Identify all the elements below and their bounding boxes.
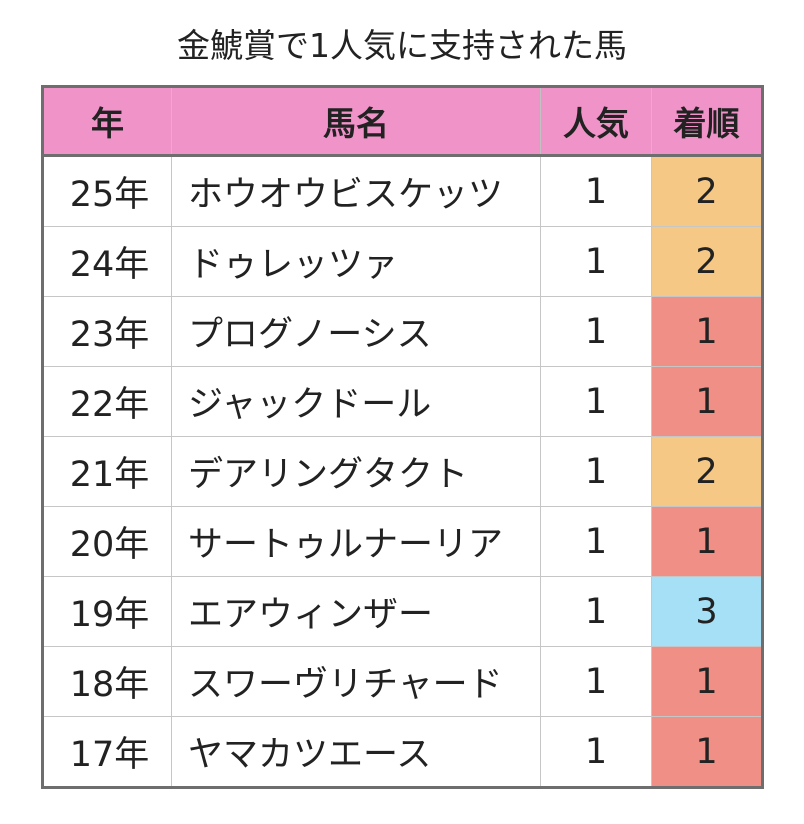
table-row: 24年 ドゥレッツァ 1 2 bbox=[42, 226, 763, 297]
table-row: 17年 ヤマカツエース 1 1 bbox=[42, 716, 763, 788]
finish-cell: 2 bbox=[651, 155, 763, 227]
finish-cell: 1 bbox=[651, 716, 763, 788]
popularity-cell: 1 bbox=[540, 506, 652, 577]
year-cell: 21年 bbox=[42, 436, 172, 507]
header-popularity: 人気 bbox=[540, 86, 652, 157]
horse-name-cell: スワーヴリチャード bbox=[171, 646, 541, 717]
finish-cell: 2 bbox=[651, 436, 763, 507]
table-row: 25年 ホウオウビスケッツ 1 2 bbox=[42, 155, 763, 227]
table-row: 18年 スワーヴリチャード 1 1 bbox=[42, 646, 763, 717]
horse-name-cell: ヤマカツエース bbox=[171, 716, 541, 788]
popularity-cell: 1 bbox=[540, 155, 652, 227]
horse-name-cell: ジャックドール bbox=[171, 366, 541, 437]
finish-cell: 1 bbox=[651, 296, 763, 367]
popularity-cell: 1 bbox=[540, 716, 652, 788]
finish-cell: 1 bbox=[651, 646, 763, 717]
results-table: 年 馬名 人気 着順 25年 ホウオウビスケッツ 1 2 24年 ドゥレッツァ 1 2 23年プ… bbox=[41, 85, 764, 789]
table-row: 20年 サートゥルナーリア 1 1 bbox=[42, 506, 763, 577]
header-year: 年 bbox=[42, 86, 172, 157]
popularity-cell: 1 bbox=[540, 296, 652, 367]
popularity-cell: 1 bbox=[540, 576, 652, 647]
popularity-cell: 1 bbox=[540, 646, 652, 717]
table-row: 23年 プログノーシス 1 1 bbox=[42, 296, 763, 367]
year-cell: 20年 bbox=[42, 506, 172, 577]
year-cell: 24年 bbox=[42, 226, 172, 297]
horse-name-cell: プログノーシス bbox=[171, 296, 541, 367]
header-finish: 着順 bbox=[651, 86, 763, 157]
year-cell: 22年 bbox=[42, 366, 172, 437]
popularity-cell: 1 bbox=[540, 366, 652, 437]
popularity-cell: 1 bbox=[540, 436, 652, 507]
finish-cell: 2 bbox=[651, 226, 763, 297]
finish-cell: 1 bbox=[651, 366, 763, 437]
table-row: 19年 エアウィンザー 1 3 bbox=[42, 576, 763, 647]
horse-name-cell: サートゥルナーリア bbox=[171, 506, 541, 577]
table-row: 21年 デアリングタクト 1 2 bbox=[42, 436, 763, 507]
horse-name-cell: デアリングタクト bbox=[171, 436, 541, 507]
popularity-cell: 1 bbox=[540, 226, 652, 297]
year-cell: 23年 bbox=[42, 296, 172, 367]
page-title: 金鯱賞で1人気に支持された馬 bbox=[177, 26, 627, 65]
header-horse-name: 馬名 bbox=[171, 86, 541, 157]
horse-name-cell: ドゥレッツァ bbox=[171, 226, 541, 297]
year-cell: 19年 bbox=[42, 576, 172, 647]
year-cell: 25年 bbox=[42, 155, 172, 227]
header-row: 年 馬名 人気 着順 bbox=[42, 86, 763, 157]
finish-cell: 1 bbox=[651, 506, 763, 577]
finish-cell: 3 bbox=[651, 576, 763, 647]
table-row: 22年 ジャックドール 1 1 bbox=[42, 366, 763, 437]
year-cell: 18年 bbox=[42, 646, 172, 717]
year-cell: 17年 bbox=[42, 716, 172, 788]
horse-name-cell: ホウオウビスケッツ bbox=[171, 155, 541, 227]
horse-name-cell: エアウィンザー bbox=[171, 576, 541, 647]
